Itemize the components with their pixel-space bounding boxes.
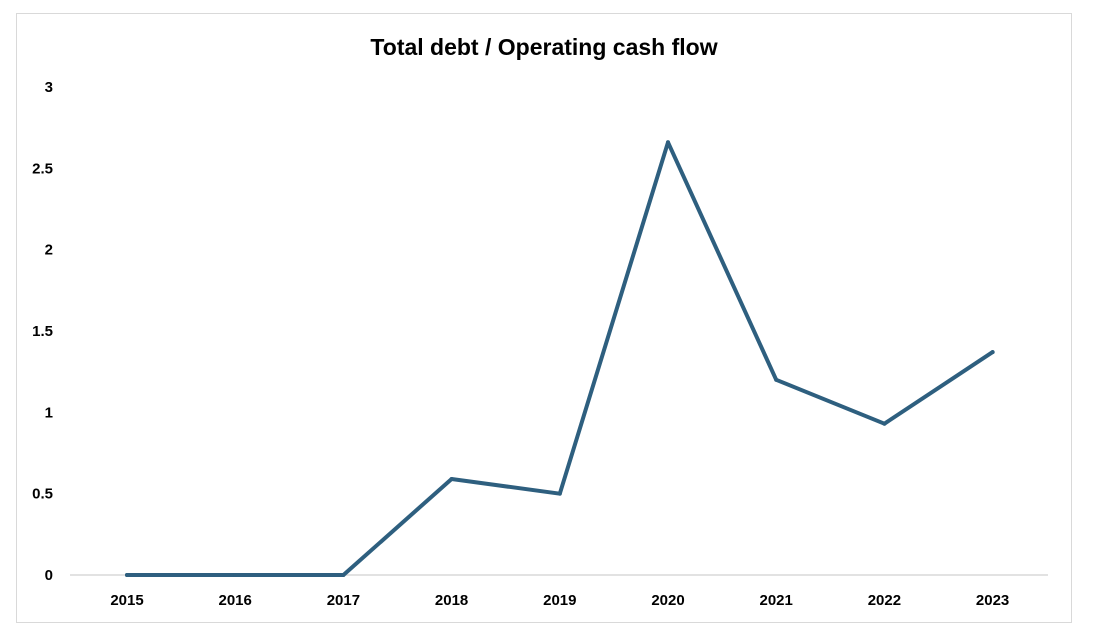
- x-tick-label: 2017: [327, 592, 360, 609]
- data-point: [233, 573, 238, 577]
- x-axis-ticks: 2015 2016 2017 2018 2019 2020 2021 2022 2023: [110, 592, 1009, 609]
- data-point: [774, 377, 779, 382]
- data-point: [125, 573, 129, 577]
- series-group: [125, 140, 995, 577]
- x-tick-label: 2020: [651, 592, 684, 609]
- data-point: [557, 491, 562, 496]
- y-tick-label: 0: [45, 567, 53, 584]
- x-tick-label: 2019: [543, 592, 576, 609]
- chart-title: Total debt / Operating cash flow: [370, 34, 717, 60]
- x-tick-label: 2021: [760, 592, 793, 609]
- x-tick-label: 2018: [435, 592, 468, 609]
- y-axis-ticks: 0 0.5 1 1.5 2 2.5 3: [32, 79, 53, 584]
- data-point: [666, 140, 670, 145]
- x-tick-label: 2023: [976, 592, 1009, 609]
- data-point: [882, 421, 887, 426]
- data-point: [449, 477, 454, 482]
- series-line: [125, 140, 995, 577]
- y-tick-label: 2.5: [32, 160, 53, 177]
- y-tick-label: 1.5: [32, 323, 53, 340]
- chart-frame: [16, 13, 1072, 623]
- data-point: [990, 350, 995, 355]
- y-tick-label: 1: [45, 404, 53, 421]
- x-tick-label: 2022: [868, 592, 901, 609]
- x-tick-label: 2016: [219, 592, 252, 609]
- y-tick-label: 3: [45, 79, 53, 96]
- data-point: [341, 573, 346, 577]
- x-tick-label: 2015: [110, 592, 143, 609]
- y-tick-label: 2: [45, 242, 53, 259]
- y-tick-label: 0.5: [32, 486, 53, 503]
